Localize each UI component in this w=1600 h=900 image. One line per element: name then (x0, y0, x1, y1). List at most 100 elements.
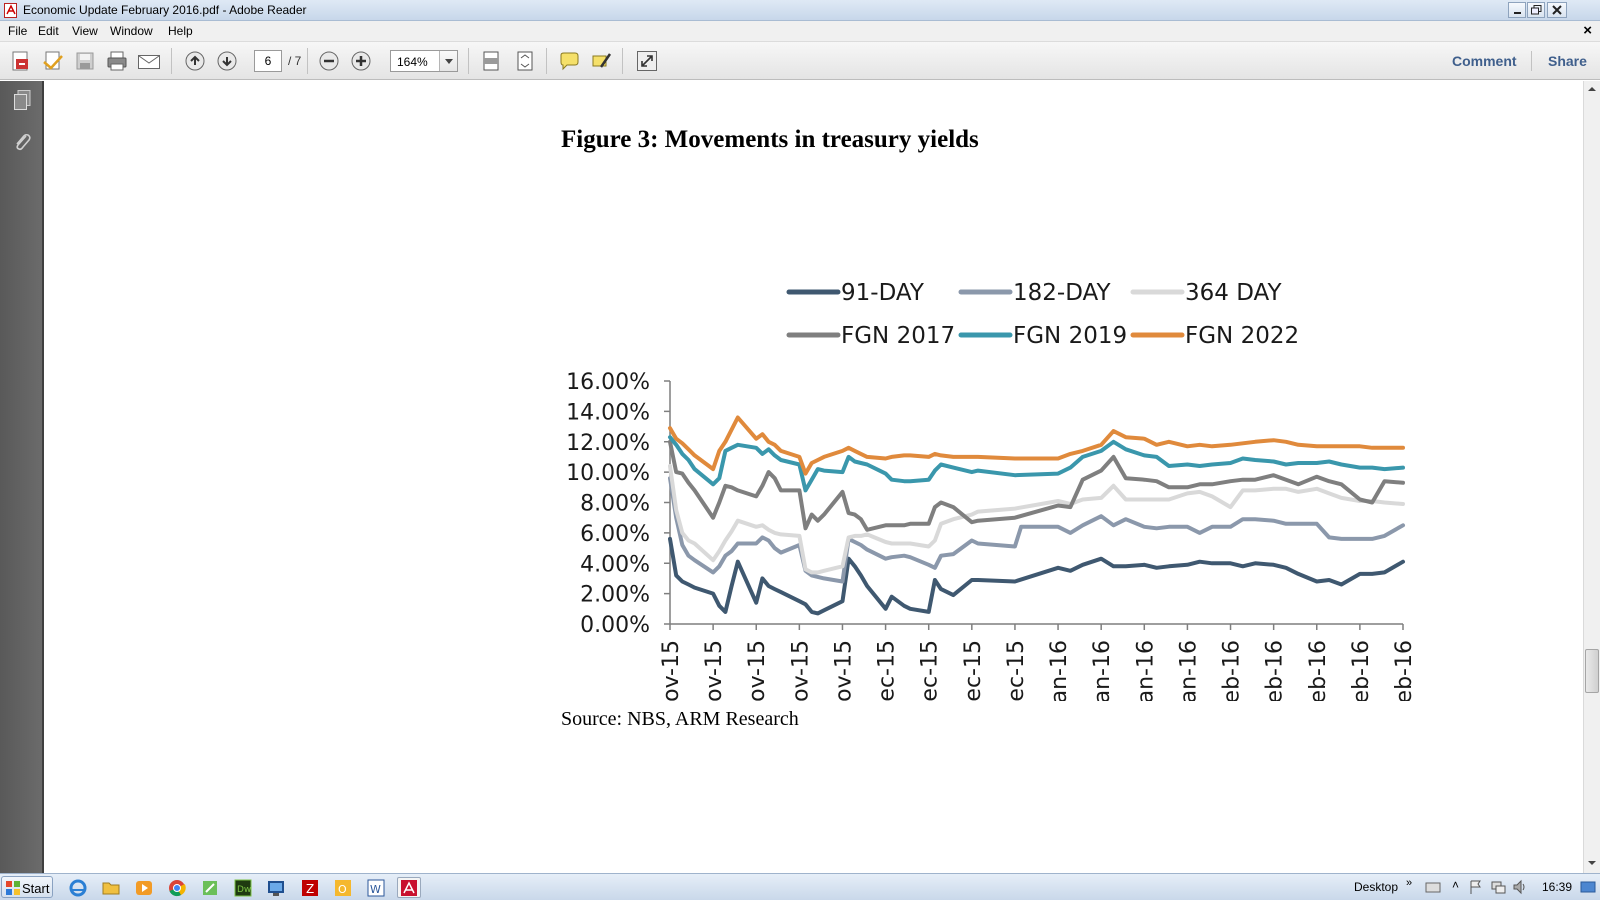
start-label: Start (22, 881, 50, 896)
menu-file[interactable]: File (8, 24, 28, 38)
restore-icon (1531, 5, 1542, 15)
email-button[interactable] (136, 48, 162, 74)
start-button[interactable]: Start (1, 876, 53, 898)
previous-page-button[interactable] (182, 48, 208, 74)
adobe-reader-icon[interactable] (397, 877, 421, 898)
desktop-toolbar-label[interactable]: Desktop (1354, 880, 1399, 894)
toolbar-separator (622, 48, 623, 74)
zoom-value: 164% (397, 55, 428, 69)
x-tick-label: 9-Nov-15 (702, 640, 727, 701)
flag-icon[interactable] (1468, 879, 1484, 895)
filezilla-icon[interactable]: Z (298, 877, 322, 898)
vertical-scrollbar[interactable] (1583, 81, 1600, 873)
close-window-button[interactable] (1547, 2, 1567, 18)
chevron-right-icon[interactable]: » (1406, 877, 1413, 889)
menu-help[interactable]: Help (168, 24, 193, 38)
highlighter-icon (592, 53, 612, 68)
network-icon[interactable] (1490, 879, 1506, 895)
x-tick-label: 29-Feb-16 (1392, 640, 1417, 701)
zoom-out-button[interactable] (316, 48, 342, 74)
toolbar: 6 / 7 164% Comment Share (0, 42, 1600, 80)
outlook-icon[interactable]: O (331, 877, 355, 898)
y-tick-label: 10.00% (566, 461, 650, 486)
series-line (668, 439, 1405, 532)
sticky-note-button[interactable] (556, 48, 582, 74)
dreamweaver-icon[interactable]: Dw (231, 877, 255, 898)
scroll-down-icon[interactable] (1586, 857, 1598, 869)
save-button[interactable] (72, 48, 98, 74)
chrome-icon[interactable] (165, 877, 189, 898)
toolbar-separator (468, 48, 469, 74)
svg-text:Dw: Dw (237, 885, 251, 895)
scrollbar-thumb[interactable] (1585, 649, 1599, 693)
menu-bar: File Edit View Window Help × (0, 21, 1600, 42)
print-button[interactable] (104, 48, 130, 74)
restore-button[interactable] (1527, 2, 1545, 18)
create-pdf-button[interactable] (8, 48, 34, 74)
x-tick-label: 11-Jan-16 (1090, 640, 1115, 701)
toolbar-separator (546, 48, 547, 74)
series-line (668, 415, 1405, 476)
minimize-button[interactable] (1508, 2, 1526, 18)
close-icon (1552, 5, 1562, 15)
y-tick-label: 0.00% (580, 613, 650, 638)
x-tick-label: 23-Nov-15 (788, 640, 813, 701)
ie-icon[interactable] (66, 877, 90, 898)
y-tick-label: 16.00% (566, 370, 650, 395)
media-player-icon[interactable] (132, 877, 156, 898)
attachments-button[interactable] (9, 129, 35, 155)
x-tick-label: 22-Feb-16 (1349, 640, 1374, 701)
y-tick-label: 14.00% (566, 400, 650, 425)
open-button[interactable] (40, 48, 66, 74)
menu-view[interactable]: View (72, 24, 98, 38)
fit-page-button[interactable] (478, 48, 504, 74)
menu-edit[interactable]: Edit (38, 24, 59, 38)
minimize-icon (1514, 12, 1521, 14)
x-tick-label: 8-Feb-16 (1263, 640, 1288, 701)
x-tick-label: 4-Jan-16 (1047, 640, 1072, 701)
toolbar-separator (1531, 51, 1532, 71)
pages-icon (14, 90, 31, 110)
page-thumbnails-button[interactable] (9, 87, 35, 113)
zoom-in-button[interactable] (348, 48, 374, 74)
fullscreen-button[interactable] (634, 48, 660, 74)
series-line (668, 476, 1405, 584)
adobe-reader-icon (4, 3, 17, 18)
next-page-button[interactable] (214, 48, 240, 74)
taskbar: Start Dw Z O W Desktop » ˄ 16:39 (0, 873, 1600, 900)
open-file-icon (43, 51, 63, 70)
fit-page-icon (483, 51, 499, 71)
printer-icon (107, 51, 127, 71)
share-button[interactable]: Share (1548, 53, 1587, 69)
legend-label: FGN 2022 (1185, 323, 1299, 349)
svg-text:O: O (338, 883, 347, 896)
zoom-select[interactable]: 164% (390, 50, 458, 72)
y-tick-label: 2.00% (580, 583, 650, 608)
legend-label: FGN 2019 (1013, 323, 1127, 349)
remote-desktop-icon[interactable] (264, 877, 288, 898)
show-desktop-icon[interactable] (1580, 879, 1596, 895)
save-icon (76, 52, 94, 70)
scroll-up-icon[interactable] (1586, 83, 1598, 95)
highlight-button[interactable] (588, 48, 614, 74)
keyboard-icon[interactable] (1425, 879, 1441, 895)
menu-window[interactable]: Window (110, 24, 153, 38)
svg-text:Z: Z (306, 882, 314, 896)
folder-icon[interactable] (99, 877, 123, 898)
legend-label: 364 DAY (1185, 280, 1282, 306)
x-tick-label: 21-Dec-15 (961, 640, 986, 701)
chevron-up-icon[interactable]: ˄ (1452, 878, 1460, 892)
toolbar-separator (307, 48, 308, 74)
chevron-down-icon[interactable] (439, 51, 457, 71)
title-bar: Economic Update February 2016.pdf - Adob… (0, 0, 1600, 21)
notepad-icon[interactable] (198, 877, 222, 898)
close-document-button[interactable]: × (1583, 22, 1592, 39)
volume-icon[interactable] (1512, 879, 1528, 895)
x-tick-label: 15-Feb-16 (1306, 640, 1331, 701)
word-icon[interactable]: W (364, 877, 388, 898)
page-number-input[interactable]: 6 (254, 50, 282, 72)
comment-bubble-icon (560, 52, 579, 71)
comment-button[interactable]: Comment (1452, 53, 1517, 69)
fit-width-button[interactable] (512, 48, 538, 74)
figure-title: Figure 3: Movements in treasury yields (561, 126, 979, 153)
